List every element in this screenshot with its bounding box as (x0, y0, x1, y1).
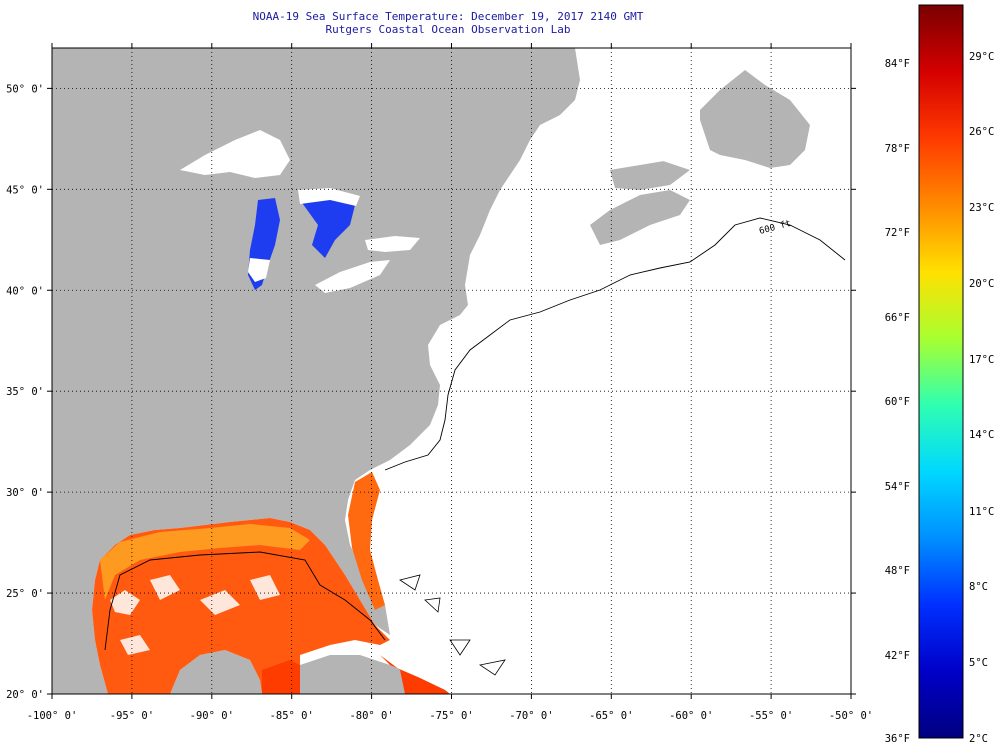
colorbar-c-label: 20°C (969, 278, 994, 290)
colorbar-fahrenheit-labels: 84°F 78°F 72°F 66°F 60°F 54°F 48°F 42°F 36°F (885, 58, 910, 745)
lake-michigan-south (248, 258, 270, 282)
lat-tick-label: 30° 0' (6, 487, 44, 499)
lat-tick-label: 45° 0' (6, 184, 44, 196)
colorbar-c-label: 23°C (969, 202, 994, 214)
colorbar-c-label: 14°C (969, 429, 994, 441)
colorbar-f-label: 36°F (885, 733, 910, 745)
lat-tick-label: 35° 0' (6, 386, 44, 398)
colorbar-c-label: 11°C (969, 506, 994, 518)
colorbar-f-label: 72°F (885, 227, 910, 239)
lon-tick-label: -70° 0' (509, 710, 553, 722)
sst-gulf-of-mexico (92, 518, 390, 694)
land-north-america (52, 48, 580, 694)
lon-tick-label: -85° 0' (270, 710, 314, 722)
land-newfoundland (700, 70, 810, 168)
lake-huron-north (298, 188, 360, 206)
lat-tick-label: 20° 0' (6, 689, 44, 701)
colorbar-f-label: 54°F (885, 481, 910, 493)
colorbar-c-label: 8°C (969, 581, 988, 593)
colorbar-f-label: 42°F (885, 650, 910, 662)
lon-tick-label: -50° 0' (829, 710, 873, 722)
lake-ontario (365, 236, 420, 252)
colorbar-c-label: 26°C (969, 126, 994, 138)
colorbar-f-label: 48°F (885, 565, 910, 577)
sst-clouds-white (110, 575, 280, 655)
lon-tick-label: -60° 0' (669, 710, 713, 722)
lake-superior (180, 130, 290, 178)
colorbar-f-label: 78°F (885, 143, 910, 155)
colorbar (918, 4, 964, 739)
lat-tick-label: 25° 0' (6, 588, 44, 600)
colorbar-c-label: 2°C (969, 733, 988, 745)
lon-tick-label: -100° 0' (27, 710, 78, 722)
sst-atlantic-coastal-strip (348, 472, 385, 610)
lat-tick-label: 50° 0' (6, 83, 44, 95)
latitude-axis: 20° 0' 25° 0' 30° 0' 35° 0' 40° 0' 45° 0' 50° … (6, 83, 856, 701)
land-gaspe (610, 160, 690, 190)
lat-tick-label: 40° 0' (6, 285, 44, 297)
land-yucatan (170, 650, 262, 694)
sst-gulf-cool-shelf (100, 524, 310, 600)
title-line-1: NOAA-19 Sea Surface Temperature: Decembe… (253, 10, 644, 23)
colorbar-celsius-labels: 29°C 26°C 23°C 20°C 17°C 14°C 11°C 8°C 5°C 2°C (969, 51, 994, 745)
land-nova-scotia (590, 190, 690, 245)
lon-tick-label: -80° 0' (349, 710, 393, 722)
colorbar-c-label: 29°C (969, 51, 994, 63)
bahamas-islands (399, 574, 506, 676)
isobath-600ft (384, 217, 846, 471)
isobath-gulf (104, 551, 386, 651)
sst-caribbean (262, 655, 450, 694)
colorbar-f-label: 66°F (885, 312, 910, 324)
lon-tick-label: -95° 0' (110, 710, 154, 722)
lake-huron (300, 195, 355, 258)
lon-tick-label: -55° 0' (749, 710, 793, 722)
lon-tick-label: -90° 0' (190, 710, 234, 722)
colorbar-c-label: 5°C (969, 657, 988, 669)
gulf-st-lawrence (520, 95, 710, 185)
colorbar-c-label: 17°C (969, 354, 994, 366)
title-line-2: Rutgers Coastal Ocean Observation Lab (325, 23, 570, 36)
longitude-axis: -100° 0' -95° 0' -90° 0' -85° 0' -80° 0' -75°… (27, 43, 873, 722)
colorbar-f-label: 60°F (885, 396, 910, 408)
lon-tick-label: -65° 0' (589, 710, 633, 722)
map-panel: 600 ft (52, 48, 851, 694)
colorbar-f-label: 84°F (885, 58, 910, 70)
lon-tick-label: -75° 0' (429, 710, 473, 722)
